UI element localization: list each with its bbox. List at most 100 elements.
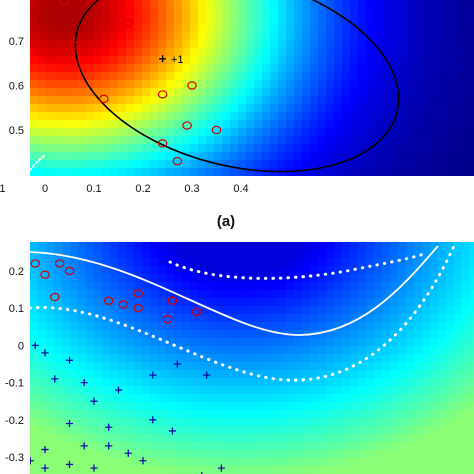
heatmap-cell xyxy=(278,112,287,121)
heatmap-cell xyxy=(350,160,359,169)
heatmap-cell xyxy=(190,112,199,121)
heatmap-cell xyxy=(390,290,399,299)
heatmap-cell xyxy=(334,402,343,411)
heatmap-cell xyxy=(470,378,474,387)
heatmap-cell xyxy=(78,32,87,41)
heatmap-cell xyxy=(158,96,167,105)
heatmap-cell xyxy=(78,354,87,363)
heatmap-cell xyxy=(374,458,383,467)
heatmap-cell xyxy=(286,104,295,113)
heatmap-cell xyxy=(78,426,87,435)
heatmap-cell xyxy=(262,370,271,379)
heatmap-cell xyxy=(158,322,167,331)
heatmap-cell xyxy=(462,250,471,259)
heatmap-cell xyxy=(150,168,159,176)
heatmap-cell xyxy=(390,458,399,467)
heatmap-cell xyxy=(446,410,455,419)
heatmap-cell xyxy=(38,242,47,251)
heatmap-cell xyxy=(398,426,407,435)
heatmap-cell xyxy=(182,24,191,33)
heatmap-cell xyxy=(294,112,303,121)
heatmap-cell xyxy=(246,48,255,57)
heatmap-cell xyxy=(70,402,79,411)
plus-point xyxy=(173,360,181,368)
heatmap-cell xyxy=(462,378,471,387)
heatmap-cell xyxy=(438,466,447,474)
heatmap-cell xyxy=(462,290,471,299)
heatmap-cell xyxy=(350,16,359,25)
heatmap-cell xyxy=(358,306,367,315)
y-tick-label: -0.1 xyxy=(5,378,24,390)
heatmap-cell xyxy=(382,128,391,137)
heatmap-cell xyxy=(214,144,223,153)
heatmap-cell xyxy=(470,242,474,251)
heatmap-cell xyxy=(46,330,55,339)
heatmap-cell xyxy=(142,152,151,161)
heatmap-cell xyxy=(150,322,159,331)
heatmap-cell xyxy=(366,458,375,467)
heatmap-cell xyxy=(422,370,431,379)
heatmap-cell xyxy=(302,298,311,307)
heatmap-cell xyxy=(350,298,359,307)
panel-a-label: (a) xyxy=(217,213,235,230)
heatmap-cell xyxy=(302,112,311,121)
heatmap-cell xyxy=(390,418,399,427)
heatmap-cell xyxy=(390,426,399,435)
heatmap-cell xyxy=(166,64,175,73)
heatmap-cell xyxy=(326,290,335,299)
heatmap-cell xyxy=(262,80,271,89)
heatmap-cell xyxy=(366,152,375,161)
heatmap-cell xyxy=(318,160,327,169)
heatmap-cell xyxy=(54,434,63,443)
heatmap-cell xyxy=(30,120,39,129)
circle-point xyxy=(167,296,178,305)
heatmap-cell xyxy=(334,72,343,81)
heatmap-cell xyxy=(230,410,239,419)
heatmap-cell xyxy=(262,8,271,17)
heatmap-cell xyxy=(230,120,239,129)
heatmap-cell xyxy=(302,80,311,89)
heatmap-cell xyxy=(142,24,151,33)
heatmap-cell xyxy=(206,362,215,371)
heatmap-cell xyxy=(78,458,87,467)
heatmap-cell xyxy=(462,258,471,267)
heatmap-cell xyxy=(438,258,447,267)
heatmap-cell xyxy=(118,362,127,371)
heatmap-cell xyxy=(430,120,439,129)
heatmap-cell xyxy=(406,136,415,145)
heatmap-cell xyxy=(430,8,439,17)
heatmap-cell xyxy=(446,354,455,363)
heatmap-cell xyxy=(438,120,447,129)
heatmap-cell xyxy=(454,160,463,169)
heatmap-cell xyxy=(438,354,447,363)
heatmap-cell xyxy=(86,274,95,283)
heatmap-cell xyxy=(398,168,407,176)
heatmap-cell xyxy=(222,128,231,137)
heatmap-cell xyxy=(230,298,239,307)
heatmap-cell xyxy=(398,434,407,443)
heatmap-cell xyxy=(38,290,47,299)
heatmap-cell xyxy=(374,402,383,411)
heatmap-cell xyxy=(158,168,167,176)
heatmap-cell xyxy=(390,88,399,97)
heatmap-cell xyxy=(222,16,231,25)
heatmap-cell xyxy=(78,346,87,355)
heatmap-cell xyxy=(334,410,343,419)
heatmap-cell xyxy=(102,282,111,291)
heatmap-cell xyxy=(190,72,199,81)
heatmap-cell xyxy=(182,418,191,427)
heatmap-cell xyxy=(334,144,343,153)
heatmap-cell xyxy=(230,386,239,395)
circle-point xyxy=(64,266,75,276)
heatmap-cell xyxy=(38,458,47,467)
heatmap-cell xyxy=(358,466,367,474)
heatmap-cell xyxy=(62,40,71,49)
plus-point xyxy=(168,427,176,435)
heatmap-cell xyxy=(86,290,95,299)
heatmap-cell xyxy=(30,266,39,275)
heatmap-cell xyxy=(62,80,71,89)
heatmap-cell xyxy=(406,242,415,251)
heatmap-cell xyxy=(254,0,263,9)
heatmap-cell xyxy=(334,274,343,283)
heatmap-cell xyxy=(414,88,423,97)
